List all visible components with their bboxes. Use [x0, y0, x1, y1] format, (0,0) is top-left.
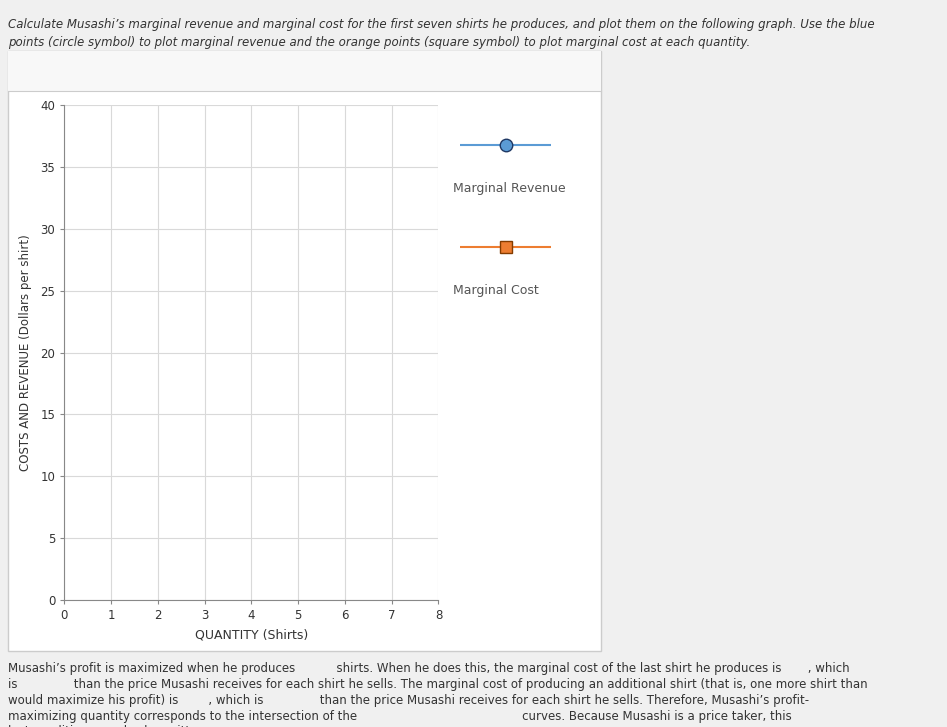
Y-axis label: COSTS AND REVENUE (Dollars per shirt): COSTS AND REVENUE (Dollars per shirt): [19, 234, 32, 471]
Text: Musashi’s profit is maximized when he produces           shirts. When he does th: Musashi’s profit is maximized when he pr…: [8, 662, 849, 675]
Text: would maximize his profit) is        , which is               than the price Mus: would maximize his profit) is , which is…: [8, 694, 809, 707]
Text: maximizing quantity corresponds to the intersection of the                      : maximizing quantity corresponds to the i…: [8, 710, 792, 723]
Text: Marginal Revenue: Marginal Revenue: [453, 182, 565, 195]
Text: last condition can also be written as                   .: last condition can also be written as .: [8, 725, 296, 727]
X-axis label: QUANTITY (Shirts): QUANTITY (Shirts): [195, 629, 308, 642]
Text: Marginal Cost: Marginal Cost: [453, 284, 539, 297]
Text: Calculate Musashi’s marginal revenue and marginal cost for the first seven shirt: Calculate Musashi’s marginal revenue and…: [8, 18, 874, 31]
Text: points (circle symbol) to plot marginal revenue and the orange points (square sy: points (circle symbol) to plot marginal …: [8, 36, 750, 49]
Text: ?: ?: [582, 61, 590, 74]
Text: is               than the price Musashi receives for each shirt he sells. The ma: is than the price Musashi receives for e…: [8, 678, 867, 691]
